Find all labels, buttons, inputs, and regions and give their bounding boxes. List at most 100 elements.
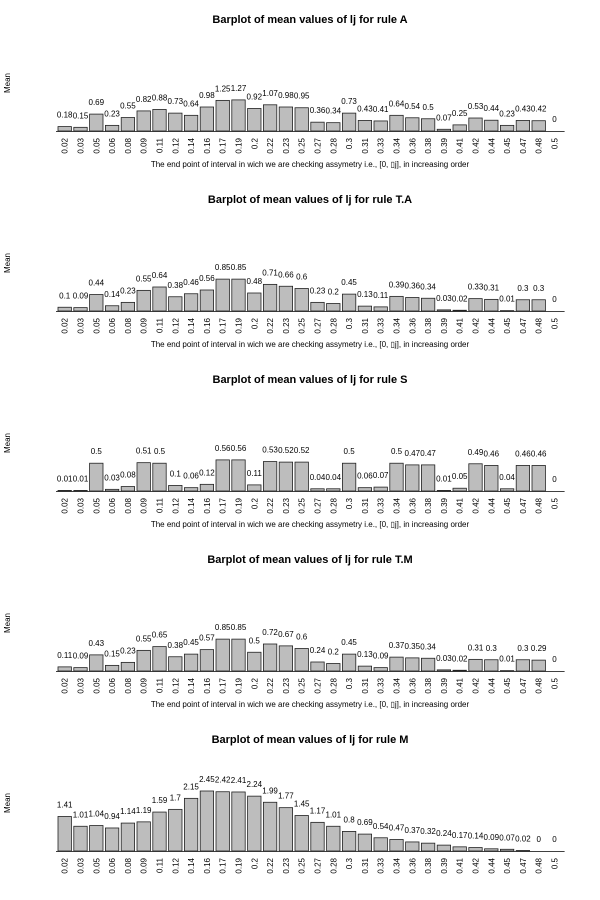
bar-value-label: 0 xyxy=(552,115,557,124)
x-tick-label: 0.34 xyxy=(393,317,402,333)
bar xyxy=(420,657,436,672)
bar-value-label: 0.01 xyxy=(499,655,515,664)
bar xyxy=(168,808,183,852)
bar-value-label: 0.85 xyxy=(215,623,231,632)
x-tick-label: 0.36 xyxy=(408,857,417,873)
bar xyxy=(468,658,483,672)
bar-value-label: 0.95 xyxy=(294,92,310,101)
bar-value-label: 1.7 xyxy=(170,793,182,802)
x-tick-label: 0.27 xyxy=(314,857,323,873)
bar-value-label: 0.07 xyxy=(499,833,515,842)
bar-value-label: 0.5 xyxy=(344,447,356,456)
bar xyxy=(120,822,135,852)
bar-value-label: 0.55 xyxy=(120,102,136,111)
bar xyxy=(120,117,135,132)
bar-value-label: 0.88 xyxy=(152,93,168,102)
x-tick-label: 0.2 xyxy=(250,677,259,689)
x-tick-label: 0.27 xyxy=(314,497,323,513)
bar xyxy=(199,790,214,852)
bar xyxy=(152,286,167,312)
bar xyxy=(168,296,183,312)
bar xyxy=(452,487,467,492)
bar xyxy=(468,463,483,492)
x-tick-label: 0.28 xyxy=(329,317,338,333)
x-tick-label: 0.02 xyxy=(61,497,70,513)
bar-value-label: 0.1 xyxy=(170,469,182,478)
bar-value-label: 0.66 xyxy=(278,270,294,279)
bar-value-label: 0 xyxy=(552,655,557,664)
x-tick-label: 0.36 xyxy=(408,317,417,333)
bar xyxy=(89,654,104,672)
bar xyxy=(484,298,499,312)
bar-value-label: 1.59 xyxy=(152,796,168,805)
bar-value-label: 0.98 xyxy=(199,91,215,100)
x-tick-label: 0.14 xyxy=(187,677,196,693)
bar xyxy=(199,483,214,492)
x-tick-label: 0.23 xyxy=(282,857,291,873)
bar-value-label: 0.09 xyxy=(484,833,500,842)
bar-value-label: 0.23 xyxy=(499,109,515,118)
bar xyxy=(57,490,72,492)
bar-value-label: 0.52 xyxy=(278,446,294,455)
bar xyxy=(373,486,388,492)
bar xyxy=(436,128,452,132)
bar-value-label: 0.94 xyxy=(104,812,120,821)
x-tick-label: 0.09 xyxy=(140,317,149,333)
bar-value-label: 0.05 xyxy=(452,472,468,481)
bar-chart: Barplot of mean values of lj for rule A M… xyxy=(3,14,565,169)
x-tick-label: 0.25 xyxy=(298,317,307,333)
bar xyxy=(89,825,104,852)
x-tick-label: 0.38 xyxy=(424,497,433,513)
bar xyxy=(420,464,436,492)
bar-value-label: 0.82 xyxy=(136,95,152,104)
bar xyxy=(89,113,104,132)
x-tick-label: 0.2 xyxy=(250,317,259,329)
x-tick-label: 0.05 xyxy=(92,137,101,153)
x-tick-label: 0.5 xyxy=(551,137,560,149)
chart-title: Barplot of mean values of lj for rule T.… xyxy=(208,194,412,206)
bar-value-label: 0.04 xyxy=(499,473,515,482)
bar xyxy=(452,669,467,672)
x-tick-label: 0.17 xyxy=(219,137,228,153)
bar xyxy=(136,821,151,852)
bar-value-label: 0.34 xyxy=(326,107,342,116)
x-tick-label: 0.06 xyxy=(108,317,117,333)
x-tick-label: 0.48 xyxy=(535,317,544,333)
bar xyxy=(515,299,531,312)
bar-value-label: 0.01 xyxy=(436,474,452,483)
x-tick-label: 0.47 xyxy=(519,137,528,153)
bar-value-label: 0.85 xyxy=(231,263,247,272)
bar xyxy=(294,648,309,672)
bar xyxy=(57,666,72,672)
x-tick-label: 0.36 xyxy=(408,137,417,153)
bar xyxy=(294,815,309,852)
y-axis-label: Mean xyxy=(3,433,12,453)
bar-value-label: 0.25 xyxy=(452,109,468,118)
x-tick-label: 0.3 xyxy=(345,497,354,509)
bar xyxy=(231,278,246,312)
x-tick-label: 0.2 xyxy=(250,137,259,149)
x-tick-label: 0.2 xyxy=(250,497,259,509)
bar xyxy=(436,309,452,312)
x-tick-label: 0.12 xyxy=(171,137,180,153)
bar-value-label: 0.17 xyxy=(452,831,468,840)
x-tick-label: 0.25 xyxy=(298,857,307,873)
x-tick-label: 0.41 xyxy=(456,137,465,153)
bar xyxy=(120,661,135,672)
x-tick-label: 0.16 xyxy=(203,497,212,513)
x-tick-label: 0.36 xyxy=(408,677,417,693)
bar xyxy=(420,842,436,852)
bar-value-label: 0.43 xyxy=(515,104,531,113)
x-axis-label: The end point of interval in wich we are… xyxy=(151,700,470,709)
x-tick-label: 0.19 xyxy=(235,317,244,333)
bar xyxy=(405,841,420,852)
bar-value-label: 0.46 xyxy=(531,449,547,458)
bar-value-label: 0.53 xyxy=(262,446,278,455)
bar-value-label: 0.45 xyxy=(341,638,357,647)
bar xyxy=(168,112,183,132)
bar-value-label: 0.56 xyxy=(231,444,247,453)
bar-value-label: 0.47 xyxy=(389,823,405,832)
bar xyxy=(215,791,230,852)
bar-value-label: 0.04 xyxy=(310,473,326,482)
x-tick-label: 0.44 xyxy=(487,137,496,153)
